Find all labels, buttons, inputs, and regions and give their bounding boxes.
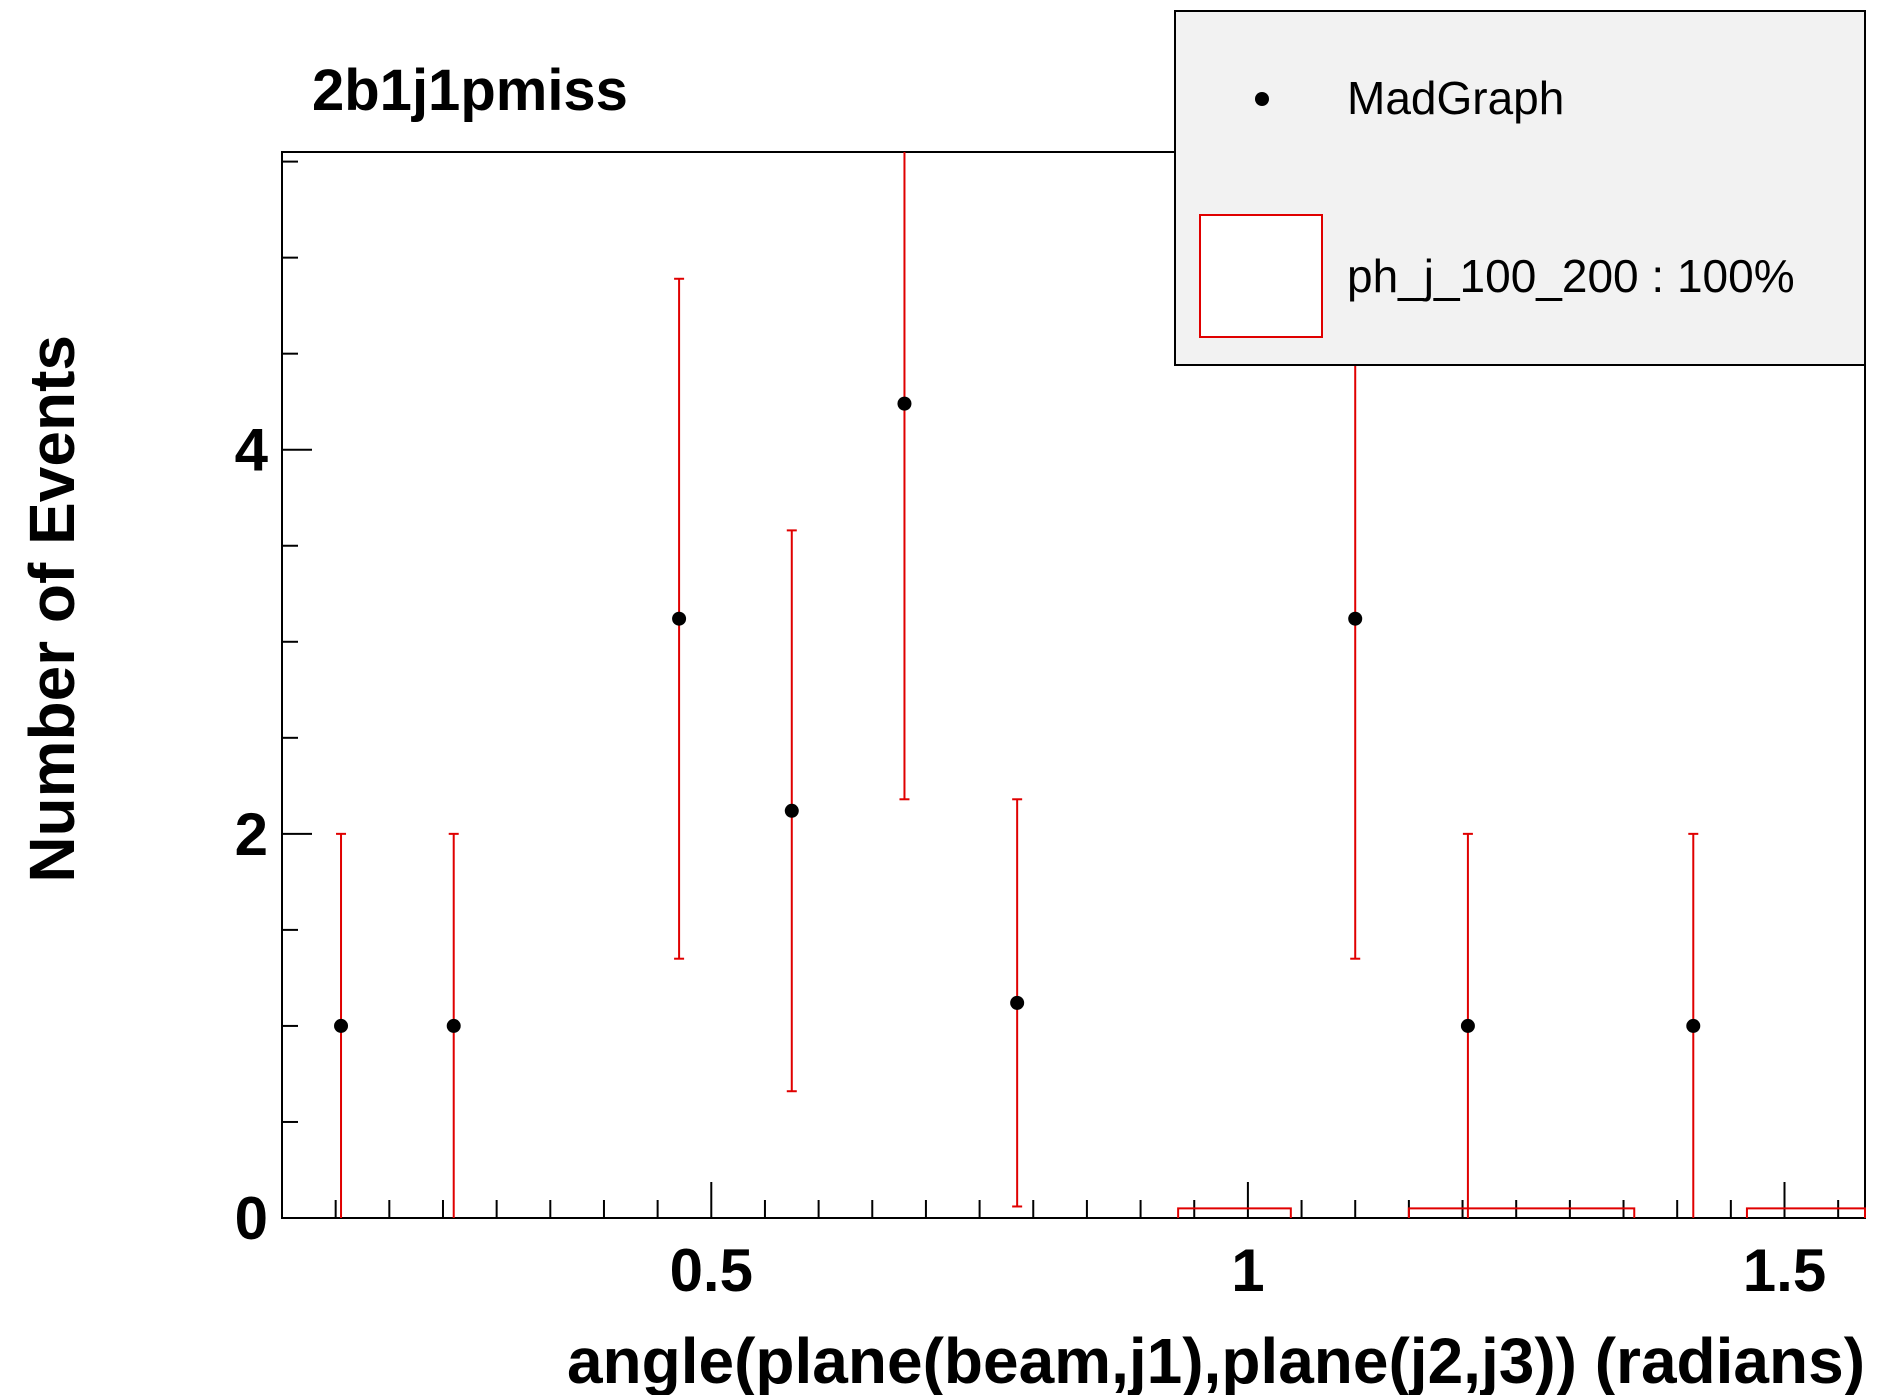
histogram-bin bbox=[1177, 1207, 1292, 1218]
y-axis: 0 2 4 bbox=[235, 160, 312, 1252]
data-point bbox=[1348, 611, 1363, 626]
madgraph-series bbox=[334, 152, 1701, 1218]
data-point bbox=[1460, 1018, 1475, 1033]
data-point bbox=[672, 611, 687, 626]
y-tick-label: 0 bbox=[235, 1185, 268, 1252]
legend-label-madgraph: MadGraph bbox=[1347, 72, 1564, 124]
x-tick-label: 1 bbox=[1231, 1237, 1264, 1304]
plot-frame bbox=[281, 151, 1866, 1219]
y-tick-label: 2 bbox=[235, 801, 268, 868]
legend-swatch-ph-j bbox=[1199, 214, 1323, 338]
histogram-series bbox=[1177, 1207, 1866, 1218]
data-point bbox=[1686, 1018, 1701, 1033]
chart-title: 2b1j1pmiss bbox=[312, 58, 628, 123]
legend-label-ph-j: ph_j_100_200 : 100% bbox=[1347, 250, 1795, 302]
data-point bbox=[334, 1018, 349, 1033]
y-axis-title: Number of Events bbox=[16, 335, 88, 883]
data-point bbox=[446, 1018, 461, 1033]
x-tick-label: 0.5 bbox=[670, 1237, 753, 1304]
histogram-bin bbox=[1407, 1207, 1636, 1218]
histogram-bin bbox=[1745, 1207, 1866, 1218]
data-point bbox=[1010, 995, 1025, 1010]
data-point bbox=[784, 803, 799, 818]
legend: MadGraph ph_j_100_200 : 100% bbox=[1174, 10, 1866, 366]
y-tick-label: 4 bbox=[235, 417, 269, 484]
legend-marker-madgraph bbox=[1255, 92, 1269, 106]
x-axis: 0.5 1 1.5 bbox=[281, 1182, 1840, 1304]
data-point bbox=[897, 396, 912, 411]
x-axis-title: angle(plane(beam,j1),plane(j2,j3)) (radi… bbox=[567, 1325, 1865, 1395]
x-tick-label: 1.5 bbox=[1743, 1237, 1826, 1304]
